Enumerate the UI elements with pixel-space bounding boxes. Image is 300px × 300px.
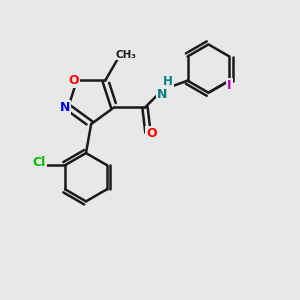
- Text: H: H: [163, 75, 173, 88]
- Text: O: O: [69, 74, 79, 87]
- Text: O: O: [146, 128, 157, 140]
- Text: N: N: [59, 101, 70, 114]
- Text: CH₃: CH₃: [116, 50, 136, 59]
- Text: N: N: [157, 88, 167, 100]
- Text: Cl: Cl: [33, 156, 46, 169]
- Text: I: I: [227, 79, 232, 92]
